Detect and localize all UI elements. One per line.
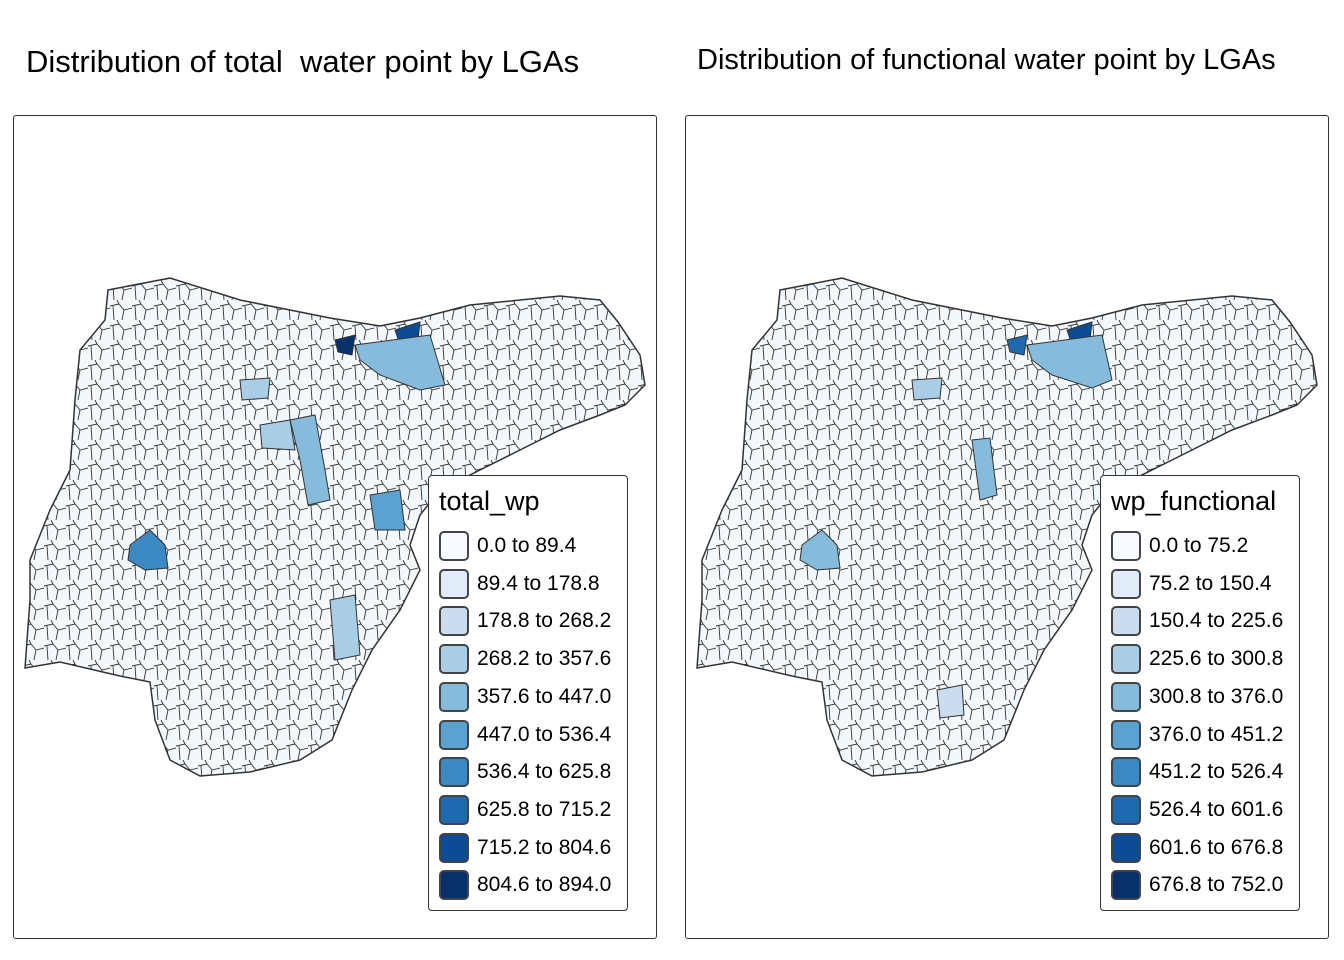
lga-region — [911, 377, 943, 401]
legend-swatch — [1111, 719, 1141, 750]
legend-label: 451.2 to 526.4 — [1149, 760, 1284, 784]
legend-label: 601.6 to 676.8 — [1149, 835, 1284, 859]
map-panel-total — [13, 115, 657, 939]
legend-label: 89.4 to 178.8 — [477, 571, 600, 595]
legend-swatch — [1111, 870, 1141, 901]
legend-total: total_wp 0.0 to 89.4 89.4 to 178.8 178.8 t… — [428, 475, 628, 911]
legend-item: 300.8 to 376.0 — [1111, 681, 1283, 713]
legend-swatch — [1111, 568, 1141, 599]
legend-label: 357.6 to 447.0 — [477, 684, 612, 708]
legend-swatch — [1111, 832, 1141, 863]
legend-swatch — [1111, 531, 1141, 561]
map-functional — [696, 277, 1318, 777]
legend-label: 447.0 to 536.4 — [477, 722, 612, 746]
legend-item: 447.0 to 536.4 — [439, 719, 611, 751]
legend-title: wp_functional — [1111, 486, 1277, 516]
legend-item: 451.2 to 526.4 — [1111, 756, 1283, 788]
legend-item: 89.4 to 178.8 — [439, 568, 600, 600]
lga-region — [369, 489, 406, 531]
legend-swatch — [439, 870, 469, 901]
legend-item: 357.6 to 447.0 — [439, 681, 611, 713]
legend-swatch — [439, 531, 469, 561]
legend-label: 715.2 to 804.6 — [477, 835, 612, 859]
lga-region-high — [127, 529, 169, 571]
legend-swatch — [1111, 757, 1141, 788]
legend-label: 536.4 to 625.8 — [477, 760, 612, 784]
legend-item: 536.4 to 625.8 — [439, 756, 611, 788]
legend-label: 0.0 to 75.2 — [1149, 534, 1249, 557]
lga-region-mid — [354, 334, 446, 391]
legend-swatch — [1111, 794, 1141, 825]
legend-label: 676.8 to 752.0 — [1149, 873, 1284, 897]
legend-item: 625.8 to 715.2 — [439, 794, 611, 826]
lga-region-mid — [971, 437, 998, 501]
lga-region-mid — [289, 414, 331, 506]
legend-item: 676.8 to 752.0 — [1111, 869, 1283, 901]
legend-swatch — [439, 606, 469, 637]
legend-swatch — [439, 719, 469, 750]
lga-region — [936, 684, 965, 719]
legend-swatch — [439, 681, 469, 712]
legend-item: 376.0 to 451.2 — [1111, 719, 1283, 751]
legend-label: 75.2 to 150.4 — [1149, 571, 1272, 595]
legend-swatch — [1111, 606, 1141, 637]
legend-label: 625.8 to 715.2 — [477, 797, 612, 821]
legend-swatch — [1111, 681, 1141, 712]
legend-label: 526.4 to 601.6 — [1149, 797, 1284, 821]
legend-item: 601.6 to 676.8 — [1111, 832, 1283, 864]
map-panel-functional — [685, 115, 1329, 939]
lga-region — [259, 419, 296, 451]
map-total — [24, 277, 646, 777]
legend-swatch — [1111, 644, 1141, 675]
legend-item: 715.2 to 804.6 — [439, 832, 611, 864]
legend-label: 178.8 to 268.2 — [477, 609, 612, 633]
legend-label: 0.0 to 89.4 — [477, 534, 577, 557]
legend-label: 300.8 to 376.0 — [1149, 684, 1284, 708]
legend-item: 268.2 to 357.6 — [439, 643, 611, 675]
legend-swatch — [439, 832, 469, 863]
legend-item: 75.2 to 150.4 — [1111, 568, 1272, 600]
legend-title: total_wp — [439, 486, 540, 516]
legend-swatch — [439, 794, 469, 825]
map-title-functional: Distribution of functional water point b… — [697, 44, 1276, 76]
legend-label: 804.6 to 894.0 — [477, 873, 612, 897]
legend-item: 526.4 to 601.6 — [1111, 794, 1283, 826]
lga-region-high — [1006, 334, 1028, 356]
legend-label: 376.0 to 451.2 — [1149, 722, 1284, 746]
lga-region — [799, 529, 841, 571]
legend-item: 150.4 to 225.6 — [1111, 605, 1283, 637]
legend-item: 804.6 to 894.0 — [439, 869, 611, 901]
legend-label: 225.6 to 300.8 — [1149, 647, 1284, 671]
lga-region — [329, 594, 361, 661]
legend-swatch — [439, 644, 469, 675]
legend-item: 0.0 to 75.2 — [1111, 530, 1248, 562]
lga-region-mid — [1026, 334, 1113, 389]
legend-swatch — [439, 568, 469, 599]
legend-item: 0.0 to 89.4 — [439, 530, 576, 562]
legend-swatch — [439, 757, 469, 788]
lga-region-max — [334, 334, 356, 356]
lga-region — [239, 377, 271, 401]
legend-item: 225.6 to 300.8 — [1111, 643, 1283, 675]
legend-item: 178.8 to 268.2 — [439, 605, 611, 637]
legend-functional: wp_functional 0.0 to 75.2 75.2 to 150.4 15… — [1100, 475, 1300, 911]
legend-label: 150.4 to 225.6 — [1149, 609, 1284, 633]
map-title-total: Distribution of total water point by LGA… — [26, 44, 580, 79]
legend-label: 268.2 to 357.6 — [477, 647, 612, 671]
